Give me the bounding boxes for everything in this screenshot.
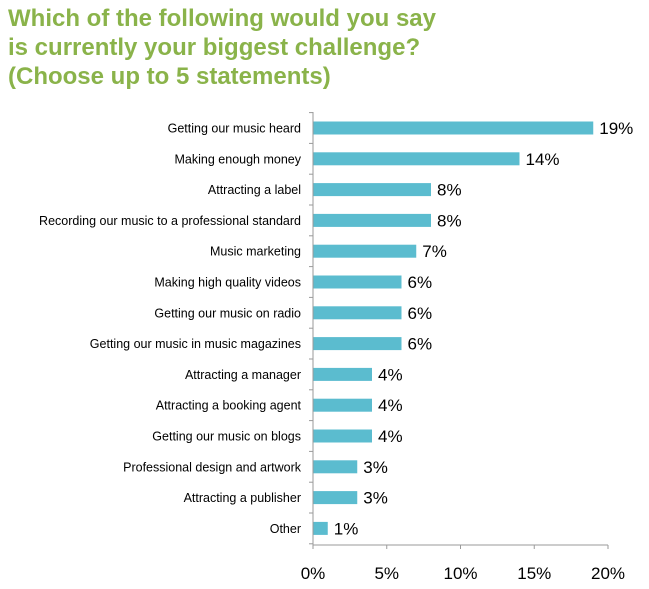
category-label: Attracting a label bbox=[208, 183, 301, 197]
data-label: 7% bbox=[422, 242, 447, 261]
data-label: 1% bbox=[334, 519, 359, 538]
bar bbox=[313, 429, 372, 443]
bar bbox=[313, 491, 358, 505]
bar bbox=[313, 521, 328, 535]
bar bbox=[313, 398, 372, 412]
x-axis: 0% 5% 10% 15% 20% bbox=[301, 112, 625, 583]
category-label: Getting our music in music magazines bbox=[90, 337, 301, 351]
bar bbox=[313, 183, 431, 197]
x-tick-label: 5% bbox=[374, 564, 399, 583]
category-label: Getting our music on radio bbox=[154, 306, 301, 320]
data-label: 6% bbox=[408, 335, 433, 354]
chart-title-line-1: Which of the following would you say bbox=[8, 5, 436, 32]
data-label: 19% bbox=[599, 119, 633, 138]
data-label: 8% bbox=[437, 211, 462, 230]
bar bbox=[313, 152, 520, 166]
x-tick-label: 20% bbox=[591, 564, 625, 583]
bar bbox=[313, 244, 417, 258]
bar bbox=[313, 460, 358, 474]
category-label: Attracting a manager bbox=[185, 368, 301, 382]
category-label: Attracting a publisher bbox=[184, 491, 301, 505]
category-label: Attracting a booking agent bbox=[156, 399, 302, 413]
category-label: Professional design and artwork bbox=[123, 460, 302, 474]
data-label: 4% bbox=[378, 396, 403, 415]
data-label: 4% bbox=[378, 427, 403, 446]
category-label: Getting our music on blogs bbox=[152, 430, 301, 444]
chart-title: Which of the following would you say is … bbox=[8, 4, 638, 91]
bar bbox=[313, 275, 402, 289]
category-label: Music marketing bbox=[210, 245, 301, 259]
x-tick-label: 15% bbox=[517, 564, 551, 583]
bar bbox=[313, 367, 372, 381]
x-tick-label: 10% bbox=[443, 564, 477, 583]
data-label: 6% bbox=[408, 273, 433, 292]
data-label: 3% bbox=[363, 458, 388, 477]
x-tick-label: 0% bbox=[301, 564, 326, 583]
data-label: 8% bbox=[437, 181, 462, 200]
chart-title-line-2: is currently your biggest challenge? bbox=[8, 34, 421, 61]
bar bbox=[313, 306, 402, 320]
data-label: 3% bbox=[363, 489, 388, 508]
category-label: Other bbox=[270, 522, 301, 536]
category-label: Getting our music heard bbox=[168, 122, 301, 136]
bar bbox=[313, 213, 431, 227]
bar bbox=[313, 337, 402, 351]
chart-title-line-3: (Choose up to 5 statements) bbox=[8, 63, 331, 90]
bar bbox=[313, 121, 594, 135]
category-label: Recording our music to a professional st… bbox=[39, 214, 301, 228]
bars-group: Getting our music heard 19% Making enough … bbox=[39, 119, 633, 538]
category-label: Making high quality videos bbox=[154, 276, 301, 290]
category-label: Making enough money bbox=[175, 152, 302, 166]
data-label: 14% bbox=[526, 150, 560, 169]
data-label: 4% bbox=[378, 365, 403, 384]
data-label: 6% bbox=[408, 304, 433, 323]
